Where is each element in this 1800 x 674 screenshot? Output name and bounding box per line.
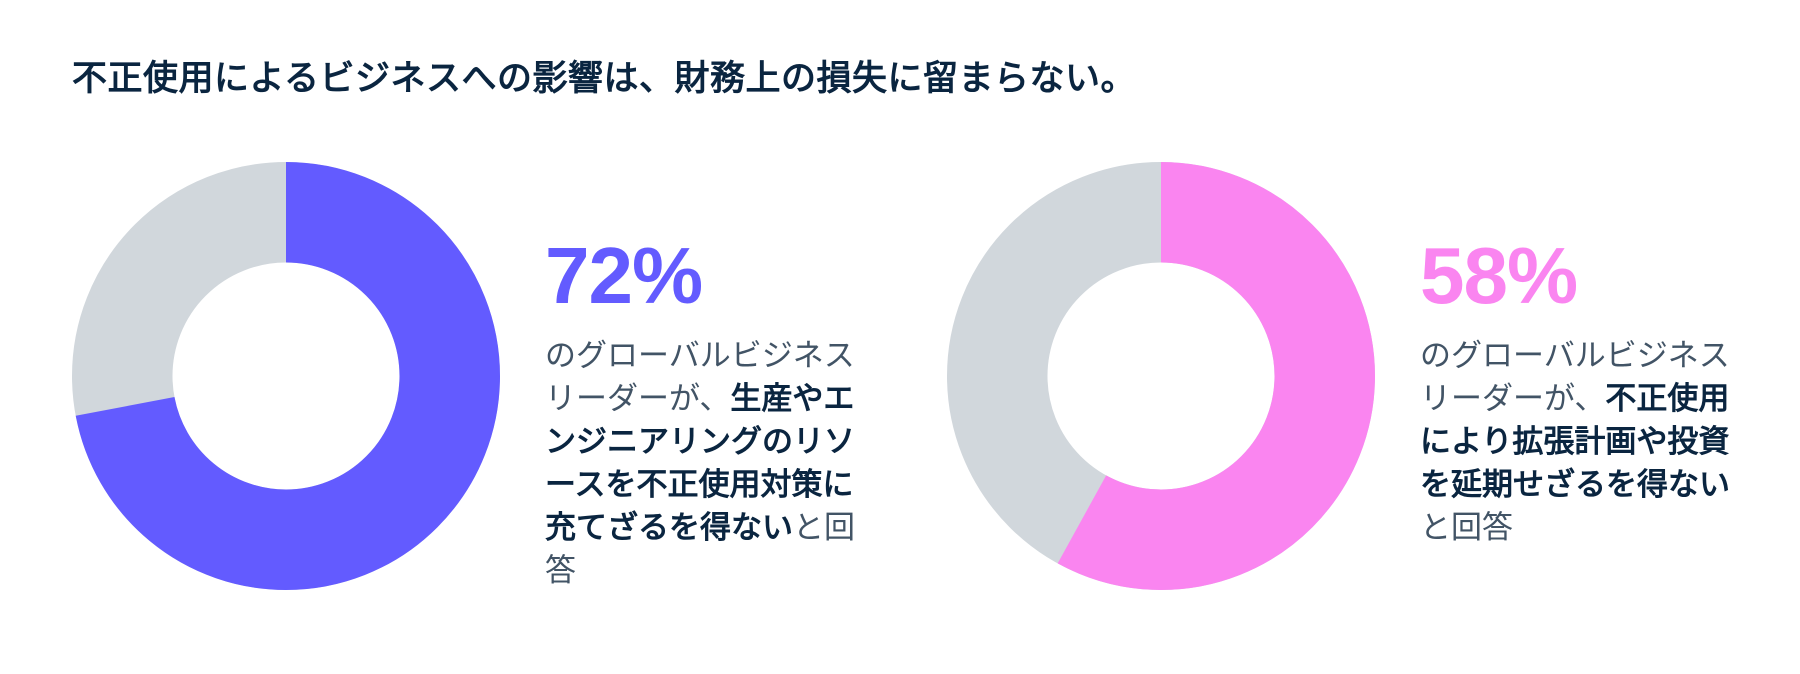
stat-value: 72% <box>545 231 703 320</box>
caption-bold: 不正使用により拡張計画や投資を延期せざるを得ない <box>1420 381 1730 502</box>
stat-description: のグローバルビジネスリーダーが、生産やエンジニアリングのリソースを不正使用対策に… <box>545 334 883 592</box>
caption-bold: 生産やエンジニアリングのリソースを不正使用対策に充てざるを得ない <box>545 381 855 545</box>
figure-caption: 58% のグローバルビジネスリーダーが、不正使用により拡張計画や投資を延期せざる… <box>1420 231 1758 549</box>
caption-prefix: のグローバルビジネスリーダーが、 <box>1420 338 1730 416</box>
donut-value-segment <box>947 162 1375 590</box>
donut-chart-58 <box>947 162 1375 590</box>
stat-description: のグローバルビジネスリーダーが、不正使用により拡張計画や投資を延期せざるを得ない… <box>1420 334 1758 549</box>
figures-row: 72% のグローバルビジネスリーダーが、生産やエンジニアリングのリソースを不正使… <box>72 162 1800 592</box>
donut-figure-left: 72% のグローバルビジネスリーダーが、生産やエンジニアリングのリソースを不正使… <box>72 162 883 592</box>
page-title: 不正使用によるビジネスへの影響は、財務上の損失に留まらない。 <box>72 59 1136 98</box>
caption-prefix: のグローバルビジネスリーダーが、 <box>545 338 855 416</box>
stat-value: 58% <box>1420 231 1578 320</box>
donut-svg <box>947 162 1375 590</box>
figure-caption: 72% のグローバルビジネスリーダーが、生産やエンジニアリングのリソースを不正使… <box>545 231 883 592</box>
donut-value-segment <box>72 162 500 590</box>
caption-suffix: と回答 <box>545 510 855 588</box>
caption-suffix: と回答 <box>1420 510 1513 545</box>
donut-figure-right: 58% のグローバルビジネスリーダーが、不正使用により拡張計画や投資を延期せざる… <box>947 162 1758 592</box>
donut-svg <box>72 162 500 590</box>
donut-chart-72 <box>72 162 500 590</box>
